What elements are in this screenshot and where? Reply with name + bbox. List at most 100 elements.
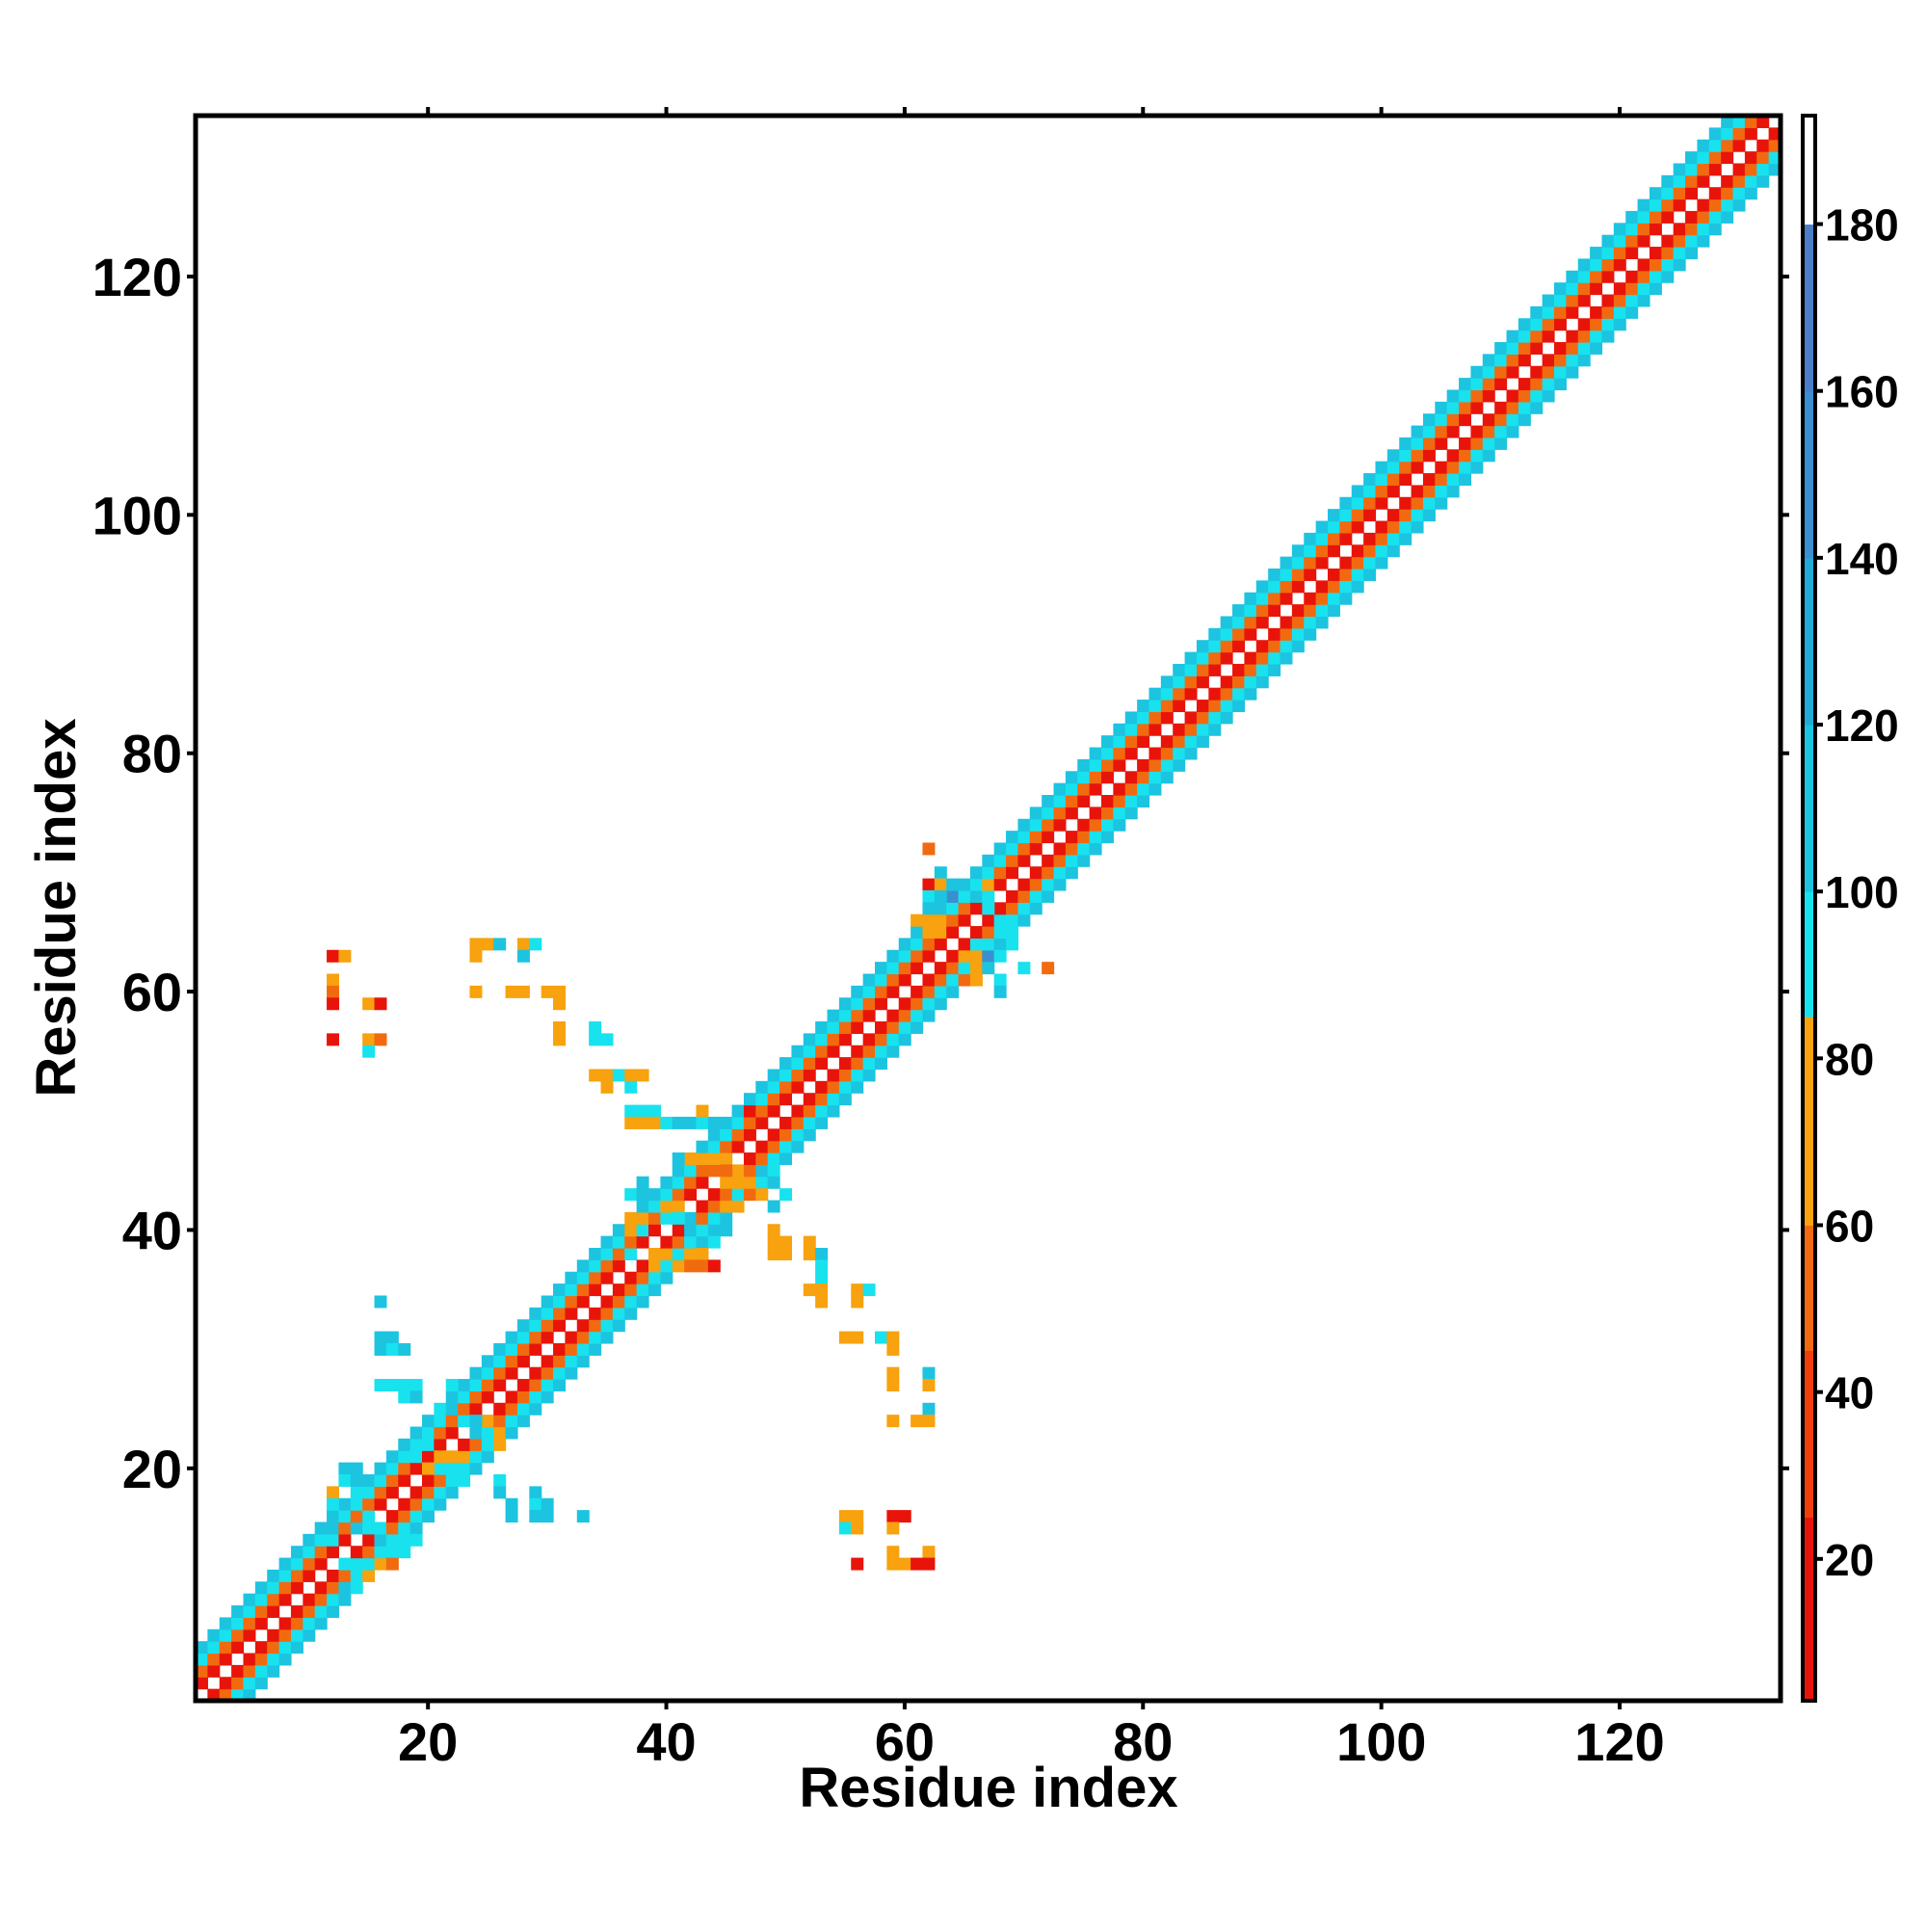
heatmap-cell bbox=[624, 1271, 638, 1284]
heatmap-cell bbox=[767, 1104, 780, 1118]
heatmap-cell bbox=[1065, 795, 1078, 807]
heatmap-cell bbox=[696, 1152, 709, 1166]
heatmap-cell bbox=[398, 1533, 411, 1547]
heatmap-cell bbox=[589, 1284, 602, 1297]
heatmap-cell bbox=[636, 1259, 649, 1273]
heatmap-cell bbox=[1017, 842, 1031, 856]
heatmap-cell bbox=[398, 1390, 411, 1404]
heatmap-cell bbox=[922, 926, 936, 940]
heatmap-cell bbox=[1697, 210, 1710, 224]
heatmap-cell bbox=[1590, 318, 1603, 331]
heatmap-cell bbox=[1255, 592, 1269, 605]
heatmap-cell bbox=[851, 1331, 864, 1344]
heatmap-cell bbox=[648, 1116, 661, 1129]
heatmap-cell bbox=[458, 1390, 471, 1404]
heatmap-cell bbox=[886, 1415, 900, 1428]
heatmap-cell bbox=[516, 985, 530, 998]
heatmap-cell bbox=[314, 1557, 328, 1571]
heatmap-cell bbox=[1637, 223, 1650, 236]
heatmap-cell bbox=[1077, 842, 1091, 856]
heatmap-cell bbox=[1601, 247, 1615, 260]
plot-frame bbox=[193, 113, 1783, 1704]
heatmap-cell bbox=[385, 1546, 399, 1559]
heatmap-cell bbox=[1673, 247, 1686, 260]
heatmap-cell bbox=[707, 1235, 721, 1249]
heatmap-cell bbox=[1017, 831, 1031, 844]
heatmap-cell bbox=[314, 1581, 328, 1595]
heatmap-cell bbox=[458, 1415, 471, 1428]
heatmap-cell bbox=[445, 1390, 459, 1404]
heatmap-cell bbox=[445, 1415, 459, 1428]
heatmap-cell bbox=[1399, 532, 1412, 545]
heatmap-cell bbox=[1566, 282, 1579, 296]
heatmap-cell bbox=[243, 1617, 256, 1630]
heatmap-cell bbox=[290, 1605, 304, 1619]
heatmap-cell bbox=[922, 985, 936, 998]
heatmap-cell bbox=[1148, 711, 1162, 725]
heatmap-cell bbox=[612, 1224, 625, 1237]
heatmap-cell bbox=[1113, 735, 1126, 749]
heatmap-cell bbox=[374, 1486, 387, 1499]
heatmap-cell bbox=[1577, 354, 1591, 367]
heatmap-cell bbox=[958, 889, 971, 903]
heatmap-cell bbox=[1232, 663, 1246, 676]
heatmap-cell bbox=[1637, 210, 1650, 224]
heatmap-cell bbox=[624, 1284, 638, 1297]
heatmap-cell bbox=[1268, 627, 1281, 641]
x-axis-ticks: 20 40 60 80 100 120 bbox=[398, 107, 1665, 1772]
heatmap-cell bbox=[1042, 818, 1055, 832]
heatmap-cell bbox=[838, 997, 852, 1011]
heatmap-cell bbox=[1637, 258, 1650, 272]
heatmap-cell bbox=[1137, 782, 1150, 796]
heatmap-cell bbox=[1101, 818, 1114, 832]
heatmap-cell bbox=[1518, 389, 1531, 403]
heatmap-cell bbox=[1173, 663, 1186, 676]
heatmap-cell bbox=[969, 973, 983, 987]
heatmap-cell bbox=[1173, 675, 1186, 689]
heatmap-cell bbox=[516, 1355, 530, 1368]
heatmap-cell bbox=[1280, 651, 1293, 665]
heatmap-cell bbox=[886, 1331, 900, 1344]
heatmap-cell bbox=[1542, 354, 1555, 367]
heatmap-cell bbox=[1363, 485, 1377, 498]
colorbar-band bbox=[1803, 1350, 1815, 1519]
heatmap-cell bbox=[481, 1366, 494, 1380]
heatmap-cell bbox=[1721, 210, 1734, 224]
heatmap-cell bbox=[779, 1152, 793, 1166]
heatmap-cell bbox=[886, 949, 900, 963]
heatmap-cell bbox=[791, 1104, 805, 1118]
heatmap-cell bbox=[862, 1033, 876, 1046]
heatmap-cell bbox=[1411, 437, 1424, 450]
heatmap-cell bbox=[231, 1617, 245, 1630]
heatmap-cell bbox=[1268, 604, 1281, 618]
heatmap-cell bbox=[434, 1462, 447, 1475]
heatmap-cell bbox=[1255, 580, 1269, 594]
heatmap-cell bbox=[755, 1176, 769, 1189]
heatmap-cell bbox=[1375, 485, 1388, 498]
heatmap-cell bbox=[398, 1522, 411, 1535]
heatmap-cell bbox=[207, 1641, 221, 1654]
heatmap-cell bbox=[1137, 771, 1150, 784]
heatmap-cell bbox=[1042, 866, 1055, 880]
heatmap-cell bbox=[672, 1116, 685, 1129]
colorbar-tick-label: 180 bbox=[1825, 200, 1899, 251]
heatmap-cell bbox=[1042, 878, 1055, 891]
heatmap-cell bbox=[684, 1176, 698, 1189]
heatmap-cell bbox=[1029, 902, 1043, 915]
heatmap-cell bbox=[1148, 758, 1162, 772]
heatmap-cell bbox=[1518, 378, 1531, 391]
heatmap-cell bbox=[362, 1557, 376, 1571]
heatmap-cell bbox=[1601, 270, 1615, 283]
heatmap-cell bbox=[1590, 305, 1603, 319]
heatmap-cell bbox=[1506, 413, 1519, 427]
heatmap-cell bbox=[1017, 902, 1031, 915]
heatmap-cell bbox=[1649, 258, 1662, 272]
heatmap-cell bbox=[529, 938, 542, 951]
heatmap-cell bbox=[862, 1284, 876, 1297]
heatmap-cell bbox=[934, 913, 947, 927]
heatmap-cell bbox=[791, 1080, 805, 1094]
heatmap-cell bbox=[565, 1307, 578, 1320]
heatmap-cell bbox=[1280, 627, 1293, 641]
heatmap-cell bbox=[481, 1426, 494, 1440]
heatmap-cell bbox=[458, 1462, 471, 1475]
